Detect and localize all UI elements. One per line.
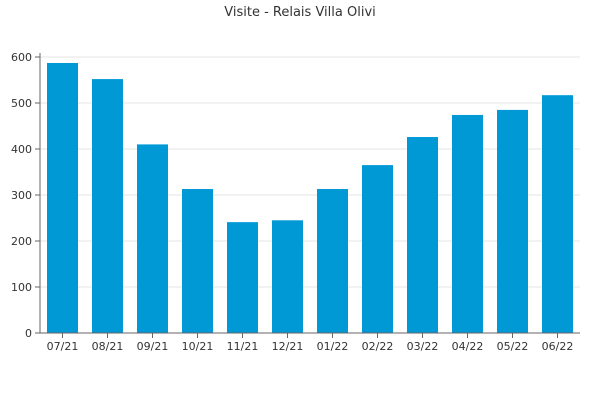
- bar: [227, 222, 258, 333]
- x-tick-labels: 07/21 08/21 09/21 10/21 11/21 12/21 01/22 02/22…: [47, 340, 574, 353]
- axes: [35, 53, 580, 338]
- chart-title: Visite - Relais Villa Olivi: [224, 5, 376, 20]
- y-tick-label: 0: [25, 327, 32, 340]
- x-tick-label: 11/21: [227, 340, 259, 353]
- y-tick-label: 200: [11, 235, 32, 248]
- x-tick-label: 03/22: [407, 340, 439, 353]
- x-tick-label: 02/22: [362, 340, 394, 353]
- x-tick-label: 06/22: [542, 340, 574, 353]
- bar: [272, 220, 303, 333]
- y-tick-label: 300: [11, 189, 32, 202]
- bar: [542, 95, 573, 334]
- bar: [497, 109, 528, 334]
- y-tick-label: 100: [11, 281, 32, 294]
- x-tick-label: 07/21: [47, 340, 79, 353]
- x-tick-label: 12/21: [272, 340, 304, 353]
- bar: [137, 144, 168, 333]
- bar: [407, 137, 438, 333]
- y-tick-label: 600: [11, 51, 32, 64]
- y-tick-label: 500: [11, 97, 32, 110]
- bar: [92, 79, 123, 333]
- x-tick-label: 01/22: [317, 340, 349, 353]
- x-tick-label: 08/21: [92, 340, 124, 353]
- bar: [362, 165, 393, 333]
- y-tick-labels: 0 100 200 300 400 500 600: [11, 51, 32, 340]
- bar: [317, 189, 348, 333]
- bars: [47, 62, 573, 334]
- bar: [182, 189, 213, 333]
- bar: [452, 114, 483, 334]
- y-tick-label: 400: [11, 143, 32, 156]
- x-tick-label: 10/21: [182, 340, 214, 353]
- x-tick-label: 04/22: [452, 340, 484, 353]
- x-tick-label: 05/22: [497, 340, 529, 353]
- bar: [47, 62, 78, 333]
- x-tick-label: 09/21: [137, 340, 169, 353]
- grid-lines: [40, 56, 580, 288]
